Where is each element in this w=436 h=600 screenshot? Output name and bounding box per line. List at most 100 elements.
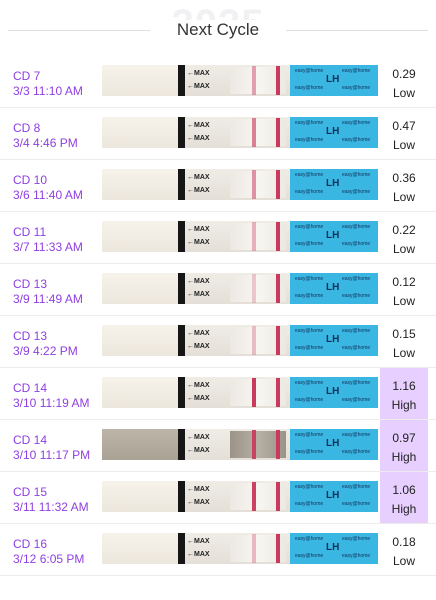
lh-level: Low [392, 554, 415, 568]
test-time: 3/6 11:40 AM [13, 188, 83, 202]
cycle-day: CD 13 [13, 277, 48, 291]
test-list: CD 7 3/3 11:10 AM ←MAX ←MAX easy@home ea… [0, 56, 436, 576]
max-arrow-label: ←MAX [187, 122, 210, 129]
brand-text: easy@home [295, 172, 324, 178]
lh-value: 1.06 [392, 483, 416, 497]
lh-value: 0.12 [392, 275, 416, 289]
strip-absorbent-pad [102, 65, 178, 96]
strip-brand-label [290, 325, 378, 356]
max-arrow-label: ←MAX [187, 343, 210, 350]
brand-text: easy@home [295, 553, 324, 559]
lh-reading: 0.97 High [380, 420, 428, 471]
title-divider-right [286, 30, 428, 31]
cycle-day-label: CD 14 3/10 11:19 AM [13, 381, 90, 411]
lh-value: 0.29 [392, 67, 416, 81]
brand-text: easy@home [342, 241, 371, 247]
strip-max-bar [178, 533, 185, 564]
test-time: 3/10 11:17 PM [13, 448, 91, 462]
cycle-day: CD 10 [13, 173, 48, 187]
lh-value: 0.15 [392, 327, 416, 341]
strip-brand-label [290, 273, 378, 304]
brand-text: easy@home [342, 328, 371, 334]
test-row[interactable]: CD 7 3/3 11:10 AM ←MAX ←MAX easy@home ea… [0, 56, 436, 108]
test-row[interactable]: CD 13 3/9 4:22 PM ←MAX ←MAX easy@home ea… [0, 316, 436, 368]
test-strip-image[interactable]: ←MAX ←MAX easy@home easy@home easy@home … [102, 481, 378, 512]
test-row[interactable]: CD 10 3/6 11:40 AM ←MAX ←MAX easy@home e… [0, 160, 436, 212]
test-time: 3/9 4:22 PM [13, 344, 78, 358]
brand-text: easy@home [295, 293, 324, 299]
lh-value: 0.47 [392, 119, 416, 133]
strip-absorbent-pad [102, 533, 178, 564]
strip-absorbent-pad [102, 117, 178, 148]
lh-reading: 0.22 Low [380, 212, 428, 263]
brand-text: easy@home [342, 293, 371, 299]
cycle-day-label: CD 8 3/4 4:46 PM [13, 121, 78, 151]
title-divider-left [8, 30, 150, 31]
lh-level: Low [392, 346, 415, 360]
strip-brand-label [290, 377, 378, 408]
test-time: 3/12 6:05 PM [13, 552, 85, 566]
lh-label: LH [326, 542, 340, 553]
test-strip-image[interactable]: ←MAX ←MAX easy@home easy@home easy@home … [102, 533, 378, 564]
lh-level: Low [392, 294, 415, 308]
cycle-day: CD 14 [13, 433, 48, 447]
control-line [276, 170, 280, 199]
max-arrow-label: ←MAX [187, 239, 210, 246]
strip-brand-label [290, 481, 378, 512]
lh-reading: 0.36 Low [380, 160, 428, 211]
test-strip-image[interactable]: ←MAX ←MAX easy@home easy@home easy@home … [102, 273, 378, 304]
brand-text: easy@home [295, 241, 324, 247]
test-row[interactable]: CD 16 3/12 6:05 PM ←MAX ←MAX easy@home e… [0, 524, 436, 576]
test-line [252, 326, 256, 355]
control-line [276, 430, 280, 459]
cycle-day: CD 14 [13, 381, 48, 395]
max-arrow-label: ←MAX [187, 70, 210, 77]
test-strip-image[interactable]: ←MAX ←MAX easy@home easy@home easy@home … [102, 65, 378, 96]
strip-brand-label [290, 169, 378, 200]
test-strip-image[interactable]: ←MAX ←MAX easy@home easy@home easy@home … [102, 429, 378, 460]
cycle-day: CD 15 [13, 485, 48, 499]
test-strip-image[interactable]: ←MAX ←MAX easy@home easy@home easy@home … [102, 221, 378, 252]
test-strip-image[interactable]: ←MAX ←MAX easy@home easy@home easy@home … [102, 377, 378, 408]
control-line [276, 534, 280, 563]
brand-text: easy@home [342, 172, 371, 178]
test-row[interactable]: CD 13 3/9 11:49 AM ←MAX ←MAX easy@home e… [0, 264, 436, 316]
lh-level: Low [392, 190, 415, 204]
test-strip-image[interactable]: ←MAX ←MAX easy@home easy@home easy@home … [102, 169, 378, 200]
control-line [276, 378, 280, 407]
test-strip-image[interactable]: ←MAX ←MAX easy@home easy@home easy@home … [102, 325, 378, 356]
brand-text: easy@home [342, 484, 371, 490]
brand-text: easy@home [342, 345, 371, 351]
control-line [276, 274, 280, 303]
test-row[interactable]: CD 15 3/11 11:32 AM ←MAX ←MAX easy@home … [0, 472, 436, 524]
test-row[interactable]: CD 14 3/10 11:19 AM ←MAX ←MAX easy@home … [0, 368, 436, 420]
max-arrow-label: ←MAX [187, 83, 210, 90]
strip-brand-label [290, 429, 378, 460]
lh-reading: 0.29 Low [380, 56, 428, 107]
lh-level: High [391, 502, 417, 516]
strip-max-bar [178, 169, 185, 200]
lh-value: 1.16 [392, 379, 416, 393]
test-time: 3/9 11:49 AM [13, 292, 83, 306]
lh-level: Low [392, 86, 415, 100]
lh-label: LH [326, 490, 340, 501]
brand-text: easy@home [342, 68, 371, 74]
lh-reading: 0.12 Low [380, 264, 428, 315]
test-line [252, 170, 256, 199]
cycle-day-label: CD 16 3/12 6:05 PM [13, 537, 84, 567]
lh-label: LH [326, 126, 340, 137]
brand-text: easy@home [295, 484, 324, 490]
test-strip-image[interactable]: ←MAX ←MAX easy@home easy@home easy@home … [102, 117, 378, 148]
test-row[interactable]: CD 14 3/10 11:17 PM ←MAX ←MAX easy@home … [0, 420, 436, 472]
test-line [252, 222, 256, 251]
test-row[interactable]: CD 8 3/4 4:46 PM ←MAX ←MAX easy@home eas… [0, 108, 436, 160]
test-row[interactable]: CD 11 3/7 11:33 AM ←MAX ←MAX easy@home e… [0, 212, 436, 264]
brand-text: easy@home [342, 536, 371, 542]
test-line [252, 274, 256, 303]
max-arrow-label: ←MAX [187, 226, 210, 233]
strip-absorbent-pad [102, 377, 178, 408]
brand-text: easy@home [295, 120, 324, 126]
max-arrow-label: ←MAX [187, 447, 210, 454]
brand-text: easy@home [342, 449, 371, 455]
strip-max-bar [178, 429, 185, 460]
